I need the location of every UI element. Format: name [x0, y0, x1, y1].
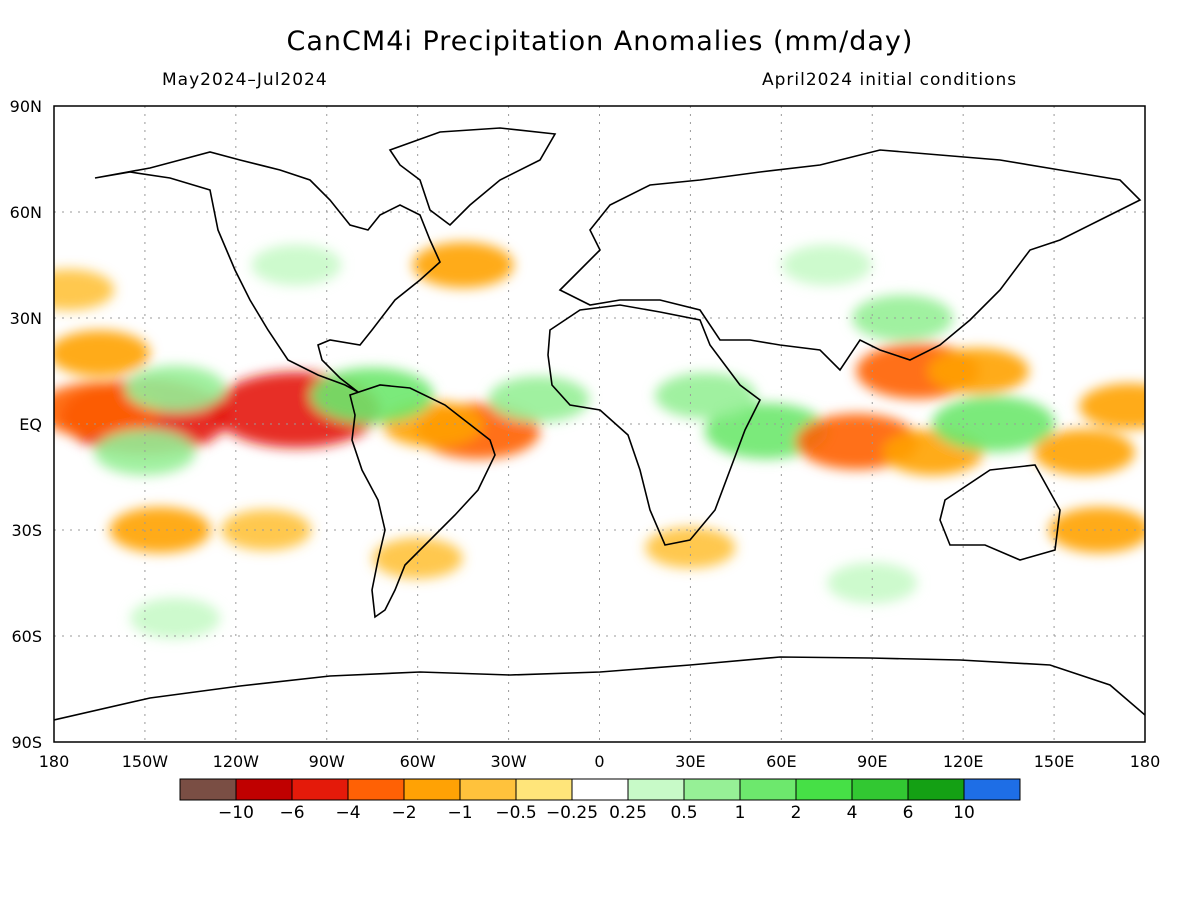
- eurasia-coast: [558, 149, 1142, 372]
- colorbar-swatch: [403, 778, 461, 801]
- colorbar-tick-label: 6: [903, 803, 914, 823]
- anomaly-blob: [130, 597, 221, 639]
- colorbar-swatch: [571, 778, 629, 801]
- colorbar: −10 −6 −4 −2 −1 −0.5 −0.25 0.25 0.5 1 2 4 6 10: [179, 778, 1021, 823]
- anomaly-blob: [109, 507, 211, 553]
- longitude-tick-label: 30E: [675, 752, 705, 771]
- north-america-coast: [94, 151, 441, 393]
- colorbar-swatch: [907, 778, 965, 801]
- colorbar-swatch: [515, 778, 573, 801]
- longitude-tick-label: 60E: [766, 752, 796, 771]
- colorbar-swatch: [851, 778, 909, 801]
- longitude-labels: 180 150W 120W 90W 60W 30W 0 30E 60E 90E 120E 150E 18…: [39, 752, 1161, 771]
- longitude-tick-label: 150W: [122, 752, 169, 771]
- anomaly-blob: [310, 367, 434, 424]
- forecast-period: May2024–Jul2024: [162, 70, 328, 90]
- antarctica-coast: [54, 656, 1145, 721]
- latitude-tick-label: 60N: [10, 203, 42, 222]
- latitude-tick-label: 60S: [11, 627, 42, 646]
- colorbar-swatch: [235, 778, 293, 801]
- colorbar-swatch: [347, 778, 405, 801]
- colorbar-tick-label: −2: [391, 803, 416, 823]
- longitude-tick-label: 150E: [1034, 752, 1075, 771]
- initial-conditions: April2024 initial conditions: [762, 70, 1018, 90]
- colorbar-swatch: [795, 778, 853, 801]
- colorbar-tick-label: −6: [279, 803, 304, 823]
- longitude-tick-label: 60W: [400, 752, 436, 771]
- anomaly-blob: [827, 562, 918, 604]
- colorbar-tick-label: −0.5: [495, 803, 536, 823]
- anomaly-blob: [221, 509, 312, 551]
- longitude-tick-label: 180: [1130, 752, 1161, 771]
- anomaly-blob: [94, 429, 196, 476]
- longitude-tick-label: 0: [594, 752, 604, 771]
- longitude-tick-label: 90E: [857, 752, 887, 771]
- anomaly-blob: [1033, 429, 1135, 476]
- colorbar-swatch: [739, 778, 797, 801]
- greenland-coast: [388, 127, 557, 227]
- longitude-tick-label: 120W: [213, 752, 260, 771]
- colorbar-tick-label: −10: [218, 803, 254, 823]
- map-title: CanCM4i Precipitation Anomalies (mm/day): [286, 26, 914, 57]
- anomaly-blob: [54, 330, 151, 377]
- south-america-coast: [349, 384, 496, 619]
- longitude-tick-label: 30W: [490, 752, 526, 771]
- latitude-tick-label: 90S: [11, 733, 42, 752]
- colorbar-swatch: [627, 778, 685, 801]
- colorbar-swatch: [963, 778, 1021, 801]
- anomaly-blob: [654, 372, 757, 419]
- anomaly-blob: [54, 269, 115, 311]
- longitude-tick-label: 180: [39, 752, 70, 771]
- coastlines: [54, 127, 1145, 721]
- colorbar-tick-label: 10: [953, 803, 975, 823]
- latitude-tick-label: EQ: [19, 415, 42, 434]
- plot-frame: [53, 105, 1146, 743]
- latitude-tick-label: 30N: [10, 309, 42, 328]
- anomaly-blob: [412, 242, 514, 288]
- australia-coast: [939, 464, 1061, 561]
- colorbar-swatch: [291, 778, 349, 801]
- latitude-tick-label: 90N: [10, 97, 42, 116]
- colorbar-tick-label: −0.25: [546, 803, 598, 823]
- anomaly-blob: [1079, 383, 1145, 430]
- graticule: [54, 106, 1145, 742]
- colorbar-tick-label: 4: [847, 803, 858, 823]
- anomaly-blob: [1048, 507, 1145, 553]
- longitude-tick-label: 120E: [943, 752, 984, 771]
- colorbar-tick-label: 2: [791, 803, 802, 823]
- colorbar-tick-label: −4: [335, 803, 360, 823]
- colorbar-swatch: [179, 778, 237, 801]
- colorbar-swatch: [683, 778, 741, 801]
- colorbar-tick-label: 0.25: [609, 803, 647, 823]
- anomaly-blob: [488, 376, 590, 423]
- colorbar-swatch: [459, 778, 517, 801]
- anomaly-blob: [372, 537, 463, 579]
- africa-coast: [547, 304, 762, 546]
- colorbar-tick-label: 0.5: [670, 803, 697, 823]
- latitude-labels: 90N 60N 30N EQ 30S 60S 90S: [10, 97, 42, 752]
- anomaly-blob: [781, 244, 872, 286]
- anomaly-blob: [124, 365, 226, 412]
- longitude-tick-label: 90W: [309, 752, 345, 771]
- colorbar-tick-label: −1: [447, 803, 472, 823]
- anomaly-blob: [927, 348, 1029, 394]
- colorbar-tick-label: 1: [735, 803, 746, 823]
- latitude-tick-label: 30S: [11, 521, 42, 540]
- anomaly-blob: [251, 244, 342, 286]
